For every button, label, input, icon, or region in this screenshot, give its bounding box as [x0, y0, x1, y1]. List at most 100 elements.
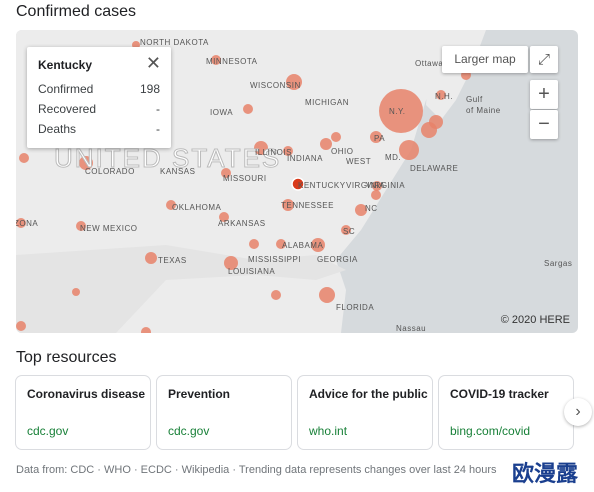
map-bubble [166, 200, 176, 210]
map-label: MICHIGAN [305, 98, 349, 107]
map-label: ZONA [16, 219, 38, 228]
map-bubble [276, 239, 286, 249]
popup-label: Confirmed [38, 82, 94, 96]
card-title: Prevention [168, 387, 231, 401]
map-bubble [221, 168, 231, 178]
section-title: Top resources [16, 349, 117, 366]
map-label: COLORADO [85, 167, 135, 176]
map-label: TEXAS [158, 256, 187, 265]
map-label: Gulf [466, 95, 483, 104]
resource-card[interactable]: COVID-19 tracker bing.com/covid [439, 376, 573, 449]
map-bubble [282, 199, 294, 211]
map-bubble [320, 138, 332, 150]
popup-value: - [156, 122, 160, 136]
map-bubble [219, 212, 229, 222]
map-bubble [341, 225, 351, 235]
map-bubble [72, 288, 80, 296]
map-bubble [224, 256, 238, 270]
section-title: Confirmed cases [16, 3, 137, 20]
popup-value: 198 [139, 82, 160, 96]
larger-map-button[interactable]: Larger map [442, 46, 528, 73]
map-label: N.Y. [389, 107, 406, 116]
map-bubble [79, 156, 93, 170]
map-bubble [141, 327, 151, 333]
card-source: cdc.gov [27, 424, 69, 438]
card-title: Advice for the public [309, 387, 428, 401]
map-label: IOWA [210, 108, 233, 117]
map-bubble [211, 55, 221, 65]
map-bubble [249, 239, 259, 249]
card-title: COVID-19 tracker [450, 387, 549, 401]
next-button[interactable]: › [564, 398, 592, 426]
map-bubble [243, 104, 253, 114]
resource-card[interactable]: Advice for the public who.int [298, 376, 432, 449]
map-label: KANSAS [160, 167, 195, 176]
land [16, 245, 346, 333]
map-label: LOUISIANA [228, 267, 275, 276]
map-label: GEORGIA [317, 255, 358, 264]
map-bubble [372, 181, 382, 191]
map-label: TENNESSEE [281, 201, 334, 210]
map-bubble [370, 131, 382, 143]
map-label: DELAWARE [410, 164, 458, 173]
map-bubble [271, 290, 281, 300]
map-label: INDIANA [287, 154, 323, 163]
map-bubble [254, 141, 268, 155]
resource-card[interactable]: Prevention cdc.gov [157, 376, 291, 449]
footer: Data from: CDC · WHO · ECDC · Wikipedia … [16, 464, 497, 476]
map-bubble [371, 190, 381, 200]
map-label: KENTUCKY [298, 181, 346, 190]
zoom-out-button[interactable]: − [530, 110, 558, 139]
map-label: of Maine [466, 106, 501, 115]
popup-label: Deaths [38, 122, 77, 136]
map-label: WISCONSIN [250, 81, 301, 90]
map-bubble [436, 90, 446, 100]
map-label: MINNESOTA [206, 57, 258, 66]
map-label: VIRGINIA [366, 181, 405, 190]
popup: Kentucky ✕ Confirmed 198 Recovered - Deaths - [27, 47, 171, 148]
map-label: WEST [346, 157, 371, 166]
watermark: 欧漫露 [512, 461, 579, 486]
map-bubble [283, 146, 293, 156]
map-bubble [311, 238, 325, 252]
map-label: Ottawa [415, 59, 443, 68]
map-label: ILLINOIS [255, 148, 292, 157]
map-label: Sargas [544, 259, 572, 268]
map-label: N.H. [435, 92, 453, 101]
map-bubble [355, 204, 367, 216]
map-bubble [145, 252, 157, 264]
map-bubble [331, 132, 341, 142]
card-source: bing.com/covid [450, 424, 531, 438]
map-label: ALABAMA [282, 241, 323, 250]
popup-label: Recovered [38, 102, 97, 116]
close-button[interactable]: ✕ [145, 53, 161, 73]
attribution: © 2020 HERE [500, 314, 570, 326]
map-label: NEW MEXICO [80, 224, 137, 233]
map-bubble [286, 74, 302, 90]
map-label: Nassau [396, 324, 426, 333]
map-bubble [319, 287, 335, 303]
map-label: PA [374, 134, 385, 143]
map-label: OKLAHOMA [172, 203, 222, 212]
map-bubble [399, 140, 419, 160]
zoom-in-button[interactable]: + [530, 80, 558, 109]
card-source: cdc.gov [168, 424, 210, 438]
expand-button[interactable]: ⤢ [530, 46, 558, 73]
map-label: OHIO [331, 147, 353, 156]
card-title: Coronavirus disease [27, 387, 146, 401]
popup-value: - [156, 102, 160, 116]
resource-card[interactable]: Coronavirus disease cdc.gov [16, 376, 150, 449]
selected-bubble [291, 177, 305, 191]
map-label: SC [343, 227, 355, 236]
card-source: who.int [309, 424, 348, 438]
map-label: MISSISSIPPI [248, 255, 301, 264]
map-label: VIRGINIA [346, 181, 385, 190]
map-label: FLORIDA [336, 303, 374, 312]
map-bubble [19, 153, 29, 163]
map-bubble [16, 218, 26, 228]
map-bubble [76, 221, 86, 231]
map-bubble [421, 122, 437, 138]
map-label: ARKANSAS [218, 219, 266, 228]
map-label: NC [365, 204, 378, 213]
